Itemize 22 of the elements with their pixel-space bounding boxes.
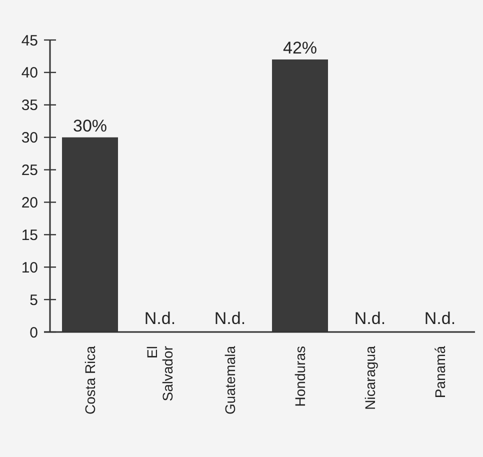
x-tick-label: Costa Rica	[82, 346, 98, 414]
data-label: 30%	[72, 116, 108, 136]
text: N.d.	[354, 309, 386, 328]
x-tick-label: Guatemala	[222, 346, 238, 414]
y-tick-label: 35	[21, 97, 38, 114]
y-tick-label: 20	[21, 194, 38, 212]
x-tick-label: Panamá	[432, 346, 448, 398]
y-tick-label: 15	[21, 226, 38, 244]
data-label: 42%	[282, 38, 318, 58]
y-tick-label: 45	[21, 32, 38, 50]
text: N.d.	[214, 309, 246, 328]
y-tick-label: 25	[21, 162, 38, 180]
text: N.d.	[144, 309, 176, 328]
y-tick-label: 10	[21, 259, 38, 276]
y-tick-label: 30	[21, 130, 38, 147]
y-tick-label: 0	[30, 324, 38, 342]
y-tick-label: 40	[21, 64, 38, 82]
y-tick-label: 5	[30, 292, 38, 309]
x-tick-label: Honduras	[292, 346, 308, 407]
text: N.d.	[424, 309, 456, 328]
x-tick-label: Nicaragua	[362, 346, 378, 410]
x-tick-label: El Salvador	[144, 346, 176, 402]
